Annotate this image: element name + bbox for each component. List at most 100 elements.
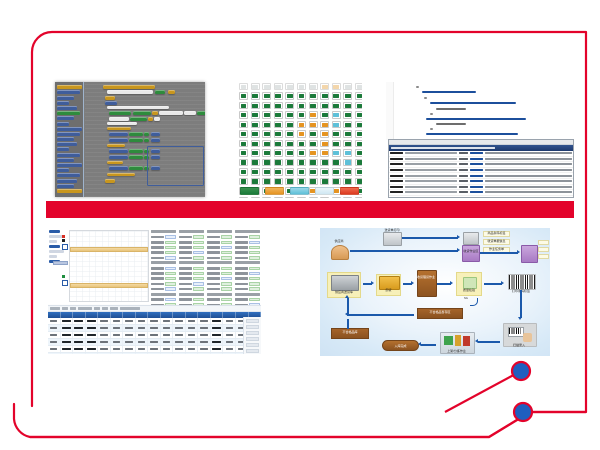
palette-block-0[interactable] xyxy=(57,85,82,90)
toolbar-button-3[interactable] xyxy=(78,307,92,310)
canvas-block-43[interactable] xyxy=(147,146,204,186)
canvas-block-26[interactable] xyxy=(151,138,160,142)
planner-field-columns[interactable] xyxy=(151,230,260,323)
table-row[interactable] xyxy=(48,353,261,354)
bin-cell-r6c8[interactable] xyxy=(331,139,341,148)
bin-cell-r7c1[interactable] xyxy=(250,149,260,157)
bin-cell-r6c1[interactable] xyxy=(250,139,260,148)
bin-cell-r1c5[interactable] xyxy=(296,92,306,100)
field-value[interactable] xyxy=(165,277,176,281)
bin-cell-r9c8[interactable] xyxy=(331,168,341,176)
log-row-5[interactable] xyxy=(389,179,573,185)
palette-block-3[interactable] xyxy=(57,100,70,105)
canvas-block-16[interactable] xyxy=(154,117,160,121)
field-value[interactable] xyxy=(193,287,204,291)
bin-cell-r2c6[interactable] xyxy=(308,101,318,110)
bin-cell-r8c8[interactable] xyxy=(331,158,341,167)
field-column-2[interactable] xyxy=(207,230,232,323)
bin-cell-r7c7[interactable] xyxy=(320,149,330,157)
bin-cell-r12c7[interactable] xyxy=(320,196,330,198)
field-value[interactable] xyxy=(249,298,260,302)
field-value[interactable] xyxy=(165,287,176,291)
palette-block-7[interactable] xyxy=(57,121,70,126)
toolbar-button-1[interactable] xyxy=(62,307,68,310)
canvas-block-34[interactable] xyxy=(144,155,149,159)
bin-cell-r6c5[interactable] xyxy=(296,139,306,148)
field-value[interactable] xyxy=(249,256,260,260)
bin-cell-r7c6[interactable] xyxy=(308,149,318,157)
bin-cell-r6c9[interactable] xyxy=(343,139,353,148)
toolbar-button-4[interactable] xyxy=(94,307,100,310)
bin-cell-r0c4[interactable] xyxy=(285,83,295,91)
field-value[interactable] xyxy=(221,245,232,250)
field-value[interactable] xyxy=(193,240,204,244)
bin-cell-r7c8[interactable] xyxy=(331,149,341,157)
bin-cell-r8c0[interactable] xyxy=(239,158,248,167)
field-value[interactable] xyxy=(249,282,260,286)
canvas-block-9[interactable] xyxy=(152,111,158,115)
table-side-button-5[interactable] xyxy=(246,349,259,353)
bin-cell-r5c4[interactable] xyxy=(285,130,295,138)
field-value[interactable] xyxy=(193,256,204,260)
rail-chip-1[interactable] xyxy=(49,235,65,238)
bin-cell-r2c8[interactable] xyxy=(331,101,341,110)
field-value[interactable] xyxy=(249,245,260,250)
bin-cell-r8c9[interactable] xyxy=(343,158,353,167)
canvas-block-31[interactable] xyxy=(151,149,160,153)
bin-cell-r4c4[interactable] xyxy=(285,120,295,129)
canvas-block-29[interactable] xyxy=(129,149,143,153)
bin-cell-r9c2[interactable] xyxy=(262,168,272,176)
bin-cell-r12c9[interactable] xyxy=(343,196,353,198)
log-toolbar[interactable] xyxy=(389,140,573,145)
canvas-block-20[interactable] xyxy=(129,132,143,136)
table-col-header-10[interactable] xyxy=(173,312,186,318)
table-col-header-4[interactable] xyxy=(98,312,111,318)
bin-cell-r10c4[interactable] xyxy=(285,177,295,186)
bin-cell-r4c0[interactable] xyxy=(239,120,248,129)
bin-cell-r10c6[interactable] xyxy=(308,177,318,186)
bin-cell-r7c5[interactable] xyxy=(296,149,306,157)
log-row-7[interactable] xyxy=(389,190,573,196)
bin-cell-r8c2[interactable] xyxy=(262,158,272,167)
canvas-block-18[interactable] xyxy=(107,127,131,130)
bin-status-grid-screenshot[interactable] xyxy=(237,82,362,198)
bin-cell-r0c3[interactable] xyxy=(273,83,283,91)
bin-cell-r2c5[interactable] xyxy=(296,101,306,110)
bin-cell-r2c7[interactable] xyxy=(320,101,330,110)
bin-cell-r8c3[interactable] xyxy=(273,158,283,167)
bin-cell-r5c8[interactable] xyxy=(331,130,341,138)
table-col-header-6[interactable] xyxy=(123,312,136,318)
blocks-editor-screenshot[interactable] xyxy=(55,82,205,197)
log-rows[interactable] xyxy=(389,151,573,197)
bin-cell-r3c10[interactable] xyxy=(354,111,362,119)
bin-cell-r7c10[interactable] xyxy=(354,149,362,157)
bin-cell-r1c4[interactable] xyxy=(285,92,295,100)
canvas-block-40[interactable] xyxy=(151,166,160,170)
table-col-header-11[interactable] xyxy=(186,312,199,318)
bin-cell-r12c8[interactable] xyxy=(331,196,341,198)
palette-block-6[interactable] xyxy=(57,116,75,121)
table-col-header-3[interactable] xyxy=(86,312,99,318)
canvas-block-37[interactable] xyxy=(109,166,128,170)
bin-cell-r9c9[interactable] xyxy=(343,168,353,176)
bin-cell-r4c1[interactable] xyxy=(250,120,260,129)
canvas-block-32[interactable] xyxy=(109,155,128,159)
canvas-block-1[interactable] xyxy=(107,90,153,94)
palette-block-19[interactable] xyxy=(57,183,75,188)
log-console-window[interactable] xyxy=(388,139,574,198)
table-col-header-2[interactable] xyxy=(73,312,86,318)
bin-cell-r3c1[interactable] xyxy=(250,111,260,119)
bin-cell-r6c2[interactable] xyxy=(262,139,272,148)
palette-block-12[interactable] xyxy=(57,147,70,152)
field-value[interactable] xyxy=(165,266,176,271)
bin-cell-r1c9[interactable] xyxy=(343,92,353,100)
table-side-button-0[interactable] xyxy=(246,319,259,323)
palette-block-1[interactable] xyxy=(57,90,80,95)
table-row[interactable] xyxy=(48,325,261,332)
table-col-header-13[interactable] xyxy=(211,312,224,318)
field-value[interactable] xyxy=(249,271,260,276)
palette-block-14[interactable] xyxy=(57,157,75,162)
bin-cell-r12c3[interactable] xyxy=(273,196,283,198)
bin-cell-r6c0[interactable] xyxy=(239,139,248,148)
bin-cell-r10c1[interactable] xyxy=(250,177,260,186)
